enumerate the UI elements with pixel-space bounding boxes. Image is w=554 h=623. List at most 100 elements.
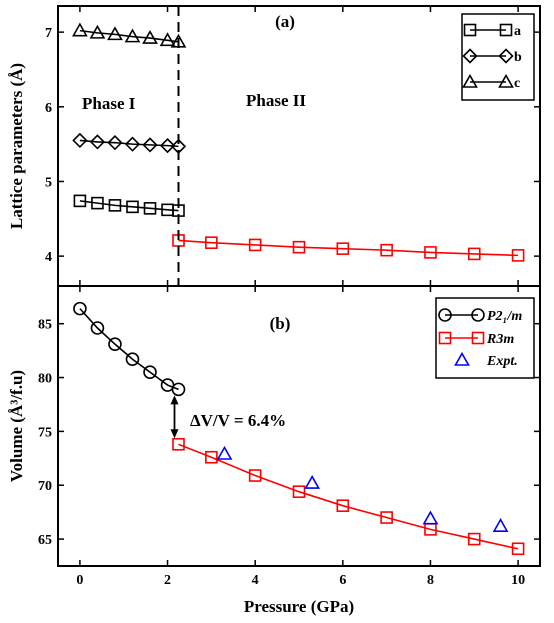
legend-marker xyxy=(471,331,485,345)
panel-b-frame xyxy=(57,285,541,567)
data-point xyxy=(142,29,158,44)
xtick-label: 6 xyxy=(339,573,346,588)
xtick-label: 2 xyxy=(164,573,171,588)
panel-b-ylabel: Volume (Å³/f.u) xyxy=(7,370,26,482)
ytick-label: 5 xyxy=(45,175,52,190)
data-point xyxy=(172,438,185,451)
data-point xyxy=(89,134,106,150)
series-line xyxy=(79,308,179,391)
data-point xyxy=(216,445,233,460)
data-point xyxy=(171,382,186,397)
series-line xyxy=(178,443,519,550)
data-point xyxy=(72,22,88,37)
data-point xyxy=(125,352,140,367)
panel-a: 4 5 6 7 xyxy=(45,6,540,286)
ytick-label: 75 xyxy=(38,425,52,440)
legend-marker xyxy=(498,73,514,88)
ytick-label: 80 xyxy=(38,372,52,387)
panel-a-legend: abc xyxy=(462,23,522,91)
series-a-0 xyxy=(73,194,185,217)
ytick-label: 85 xyxy=(38,318,52,333)
phase-i-label: Phase I xyxy=(82,94,136,113)
data-point xyxy=(107,135,123,151)
series-a-3 xyxy=(172,234,525,262)
data-point xyxy=(124,136,141,152)
series-b-2 xyxy=(216,445,509,532)
data-point xyxy=(108,337,122,351)
data-point xyxy=(511,249,525,262)
xtick-label: 0 xyxy=(76,573,83,588)
panel-b-xlabel: Pressure (GPa) xyxy=(244,597,354,616)
legend-marker xyxy=(498,48,514,64)
series-a-1 xyxy=(72,132,187,155)
ytick-label: 7 xyxy=(45,26,52,41)
data-point xyxy=(380,243,393,257)
data-point xyxy=(467,532,481,546)
data-point xyxy=(143,202,157,215)
series-b-0 xyxy=(73,301,186,397)
panel-b-label: (b) xyxy=(270,314,291,333)
data-point xyxy=(304,474,321,489)
ytick-label: 4 xyxy=(45,250,52,265)
data-point xyxy=(380,511,393,524)
legend-marker xyxy=(499,23,513,37)
legend-label: Expt. xyxy=(486,354,518,369)
data-point xyxy=(89,24,106,39)
xtick-label: 10 xyxy=(511,573,525,588)
legend-marker xyxy=(454,351,470,366)
data-point xyxy=(126,200,139,214)
data-point xyxy=(467,247,481,261)
xtick-label: 8 xyxy=(427,573,434,588)
series-line xyxy=(79,139,179,148)
legend-label: b xyxy=(514,50,522,65)
volume-change-arrow xyxy=(170,395,179,439)
data-point xyxy=(107,26,123,41)
series-b-1 xyxy=(172,438,525,556)
legend-marker xyxy=(462,73,478,88)
data-point xyxy=(73,194,87,208)
series-a-2 xyxy=(72,22,187,48)
legend-marker xyxy=(438,308,452,322)
data-point xyxy=(424,246,437,259)
legend-marker xyxy=(471,308,485,322)
ytick-label: 70 xyxy=(38,479,52,494)
data-point xyxy=(248,469,262,482)
data-point xyxy=(73,301,87,316)
data-point xyxy=(205,450,218,464)
panel-a-label: (a) xyxy=(275,12,295,31)
data-point xyxy=(90,321,105,335)
data-point xyxy=(72,132,88,149)
data-point xyxy=(159,32,176,47)
data-point xyxy=(248,238,262,252)
panel-a-ylabel: Lattice parameters (Å) xyxy=(7,63,26,229)
ytick-label: 6 xyxy=(45,101,52,116)
legend-label: P2₁/m xyxy=(487,309,522,324)
legend-marker xyxy=(462,48,478,64)
data-point xyxy=(492,518,509,532)
legend-marker xyxy=(463,23,477,37)
data-point xyxy=(108,199,122,212)
panel-b-legend: P2₁/m R3m Expt. xyxy=(438,308,522,369)
phase-ii-label: Phase II xyxy=(246,91,306,110)
xtick-label: 4 xyxy=(252,573,259,588)
data-point xyxy=(91,196,104,210)
legend-label: R3m xyxy=(486,332,514,347)
series-line xyxy=(79,200,179,212)
panel-a-legend-box xyxy=(461,13,535,101)
data-point xyxy=(422,510,439,525)
legend-marker xyxy=(438,331,452,345)
data-point xyxy=(511,542,525,556)
series-line xyxy=(178,239,519,257)
data-point xyxy=(143,365,157,379)
legend-label: c xyxy=(514,76,520,91)
data-point xyxy=(142,137,158,153)
data-point xyxy=(336,242,350,255)
data-point xyxy=(205,236,218,249)
data-point xyxy=(124,28,141,43)
panel-b: 65 70 75 80 85 0 2 4 6 8 10 xyxy=(38,286,540,588)
series-line xyxy=(79,29,179,43)
data-point xyxy=(292,240,306,254)
data-point xyxy=(292,485,306,498)
legend-label: a xyxy=(514,24,521,39)
